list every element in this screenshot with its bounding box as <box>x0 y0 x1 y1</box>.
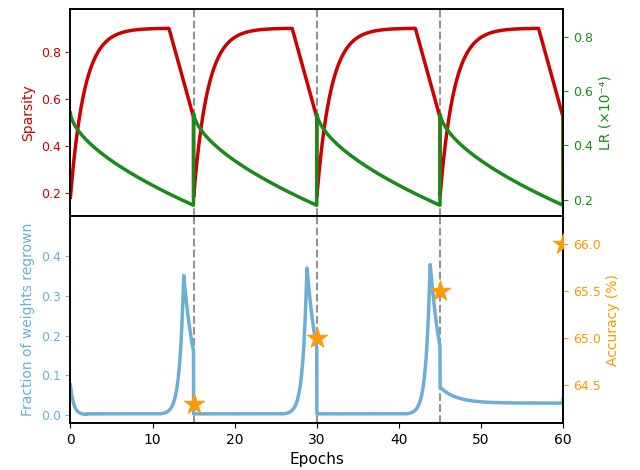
Point <box>312 335 322 342</box>
Y-axis label: Sparsity: Sparsity <box>21 85 35 141</box>
Point <box>435 288 445 295</box>
Y-axis label: Fraction of weights regrown: Fraction of weights regrown <box>21 223 35 416</box>
Point <box>558 241 568 248</box>
X-axis label: Epochs: Epochs <box>289 452 344 467</box>
Y-axis label: LR (×10⁻⁴): LR (×10⁻⁴) <box>598 75 612 150</box>
Y-axis label: Accuracy (%): Accuracy (%) <box>606 274 620 366</box>
Point <box>189 400 199 408</box>
